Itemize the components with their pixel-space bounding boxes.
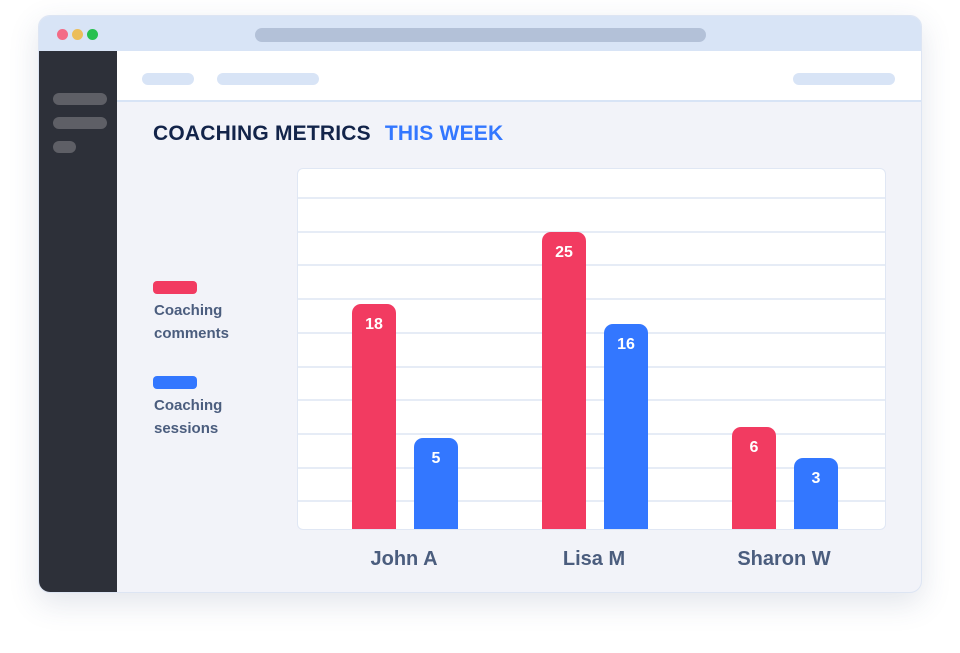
gridline	[298, 466, 885, 469]
bar-value-label: 6	[749, 439, 759, 457]
gridline	[298, 230, 885, 233]
gridline	[298, 264, 885, 267]
sidebar-item[interactable]	[53, 93, 107, 105]
nav-item[interactable]	[793, 73, 895, 85]
bar-value-label: 3	[811, 470, 821, 488]
bar-comments: 6	[732, 427, 776, 529]
legend-swatch-comments	[153, 281, 197, 294]
gridline	[298, 500, 885, 503]
bar-sessions: 3	[794, 458, 838, 529]
bar-value-label: 16	[617, 336, 635, 354]
gridline	[298, 399, 885, 402]
x-axis-label: John A	[370, 548, 438, 570]
address-bar[interactable]	[255, 28, 706, 42]
bar-value-label: 25	[555, 243, 573, 261]
gridline	[298, 331, 885, 334]
maximize-window-button[interactable]	[87, 29, 98, 40]
sidebar-item[interactable]	[53, 141, 76, 153]
title-period: THIS WEEK	[384, 122, 504, 145]
gridline	[298, 197, 885, 199]
bar-sessions: 5	[414, 437, 458, 529]
close-window-button[interactable]	[57, 29, 68, 40]
bar-comments: 25	[542, 231, 586, 529]
legend-swatch-sessions	[153, 376, 197, 389]
minimize-window-button[interactable]	[72, 29, 83, 40]
bar-value-label: 18	[365, 315, 383, 333]
x-axis-label: Sharon W	[737, 548, 831, 570]
gridline	[298, 298, 885, 301]
legend-label-line: Coaching	[154, 397, 223, 414]
gridline	[298, 365, 885, 368]
legend-label-line: comments	[154, 325, 230, 342]
top-nav	[117, 51, 921, 102]
bar-value-label: 5	[431, 449, 441, 467]
title-main: COACHING METRICS	[153, 122, 371, 145]
nav-item[interactable]	[217, 73, 319, 85]
legend-label-line: Coaching	[154, 302, 223, 319]
sidebar-item[interactable]	[53, 117, 107, 129]
legend-label-comments: Coaching comments	[154, 299, 264, 345]
bar-sessions: 16	[604, 324, 648, 529]
sidebar	[39, 51, 117, 592]
browser-window: COACHING METRICS THIS WEEK Coaching comme…	[38, 15, 922, 593]
x-axis-label: Lisa M	[562, 548, 626, 570]
bar-comments: 18	[352, 303, 396, 529]
legend-label-line: sessions	[154, 420, 219, 437]
gridline	[298, 432, 885, 435]
legend-label-sessions: Coaching sessions	[154, 394, 264, 440]
title-bar	[39, 16, 921, 51]
page-title: COACHING METRICS THIS WEEK	[153, 122, 503, 146]
bar-chart: 18 5 25 16 6 3	[297, 168, 886, 530]
nav-item[interactable]	[142, 73, 194, 85]
